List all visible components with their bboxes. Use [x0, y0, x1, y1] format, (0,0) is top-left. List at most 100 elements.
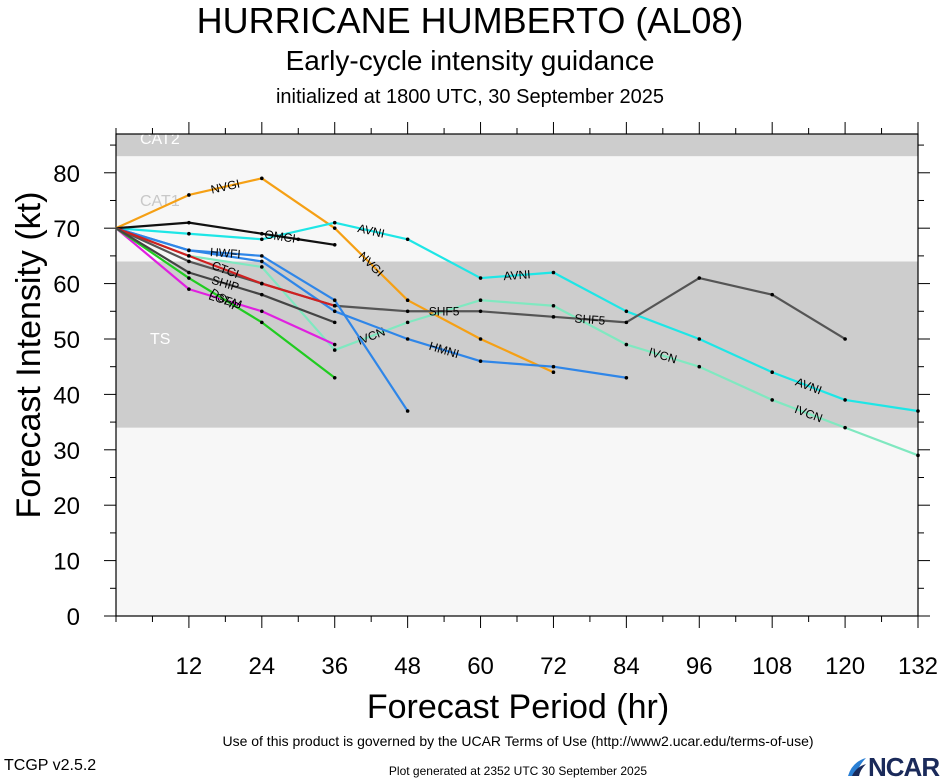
x-tick-label: 12: [176, 653, 203, 680]
data-point-lgem: [260, 309, 264, 314]
data-point-shf5: [770, 292, 774, 297]
series-line-dshp: [115, 227, 336, 379]
data-point-omci: [260, 231, 264, 236]
generated-time: Plot generated at 2352 UTC 30 September …: [388, 764, 648, 778]
data-point-hwfi: [332, 298, 337, 303]
data-point-ivcn: [405, 320, 410, 325]
band-label-ts: TS: [150, 331, 170, 348]
data-point-hmni: [260, 259, 264, 264]
data-point-avni: [187, 231, 191, 236]
y-tick-label: 10: [53, 549, 80, 576]
data-point-dshp: [187, 276, 191, 280]
data-point-ctci: [332, 303, 337, 308]
x-tick-label: 120: [825, 653, 865, 680]
x-tick-label: 72: [540, 653, 567, 680]
x-tick-label: 96: [686, 653, 713, 680]
data-point-ivcn: [697, 364, 702, 369]
x-tick-label: 24: [248, 653, 275, 680]
data-point-ivcn: [332, 348, 337, 352]
data-point-shf5: [551, 315, 556, 319]
data-point-nvgi: [260, 176, 264, 181]
series-label-omci: OMCI: [264, 227, 297, 246]
data-point-shf5: [478, 309, 483, 314]
data-point-lgem: [187, 287, 191, 291]
data-point-hmni: [624, 375, 629, 380]
data-point-shf5: [187, 259, 191, 264]
y-tick-label: 20: [53, 493, 80, 520]
series-line-ctci: [115, 227, 336, 307]
band-ts: [116, 261, 918, 428]
series-label-nvgi: NVGI: [210, 177, 242, 197]
y-tick-label: 60: [53, 272, 80, 299]
data-point-shf5: [843, 337, 847, 341]
data-point-avni: [770, 370, 774, 375]
x-tick-label: 132: [898, 653, 938, 680]
series-label-avni: AVNI: [503, 267, 531, 283]
x-axis-title: Forecast Period (hr): [367, 688, 669, 726]
band-cat2: [116, 134, 918, 157]
data-point-hmni: [405, 337, 410, 341]
initialized-time: initialized at 1800 UTC, 30 September 20…: [275, 86, 664, 108]
data-point-hwfi: [187, 248, 191, 253]
terms-of-use: Use of this product is governed by the U…: [222, 733, 814, 749]
series-line-avni: [115, 221, 919, 413]
data-point-hwfi: [405, 409, 410, 413]
data-point-shf5: [624, 320, 629, 325]
data-point-ctci: [260, 281, 264, 286]
x-tick-label: 108: [752, 653, 792, 680]
chart-subtitle: Early-cycle intensity guidance: [285, 45, 655, 76]
data-point-avni: [405, 237, 410, 242]
data-point-shf5: [697, 276, 702, 280]
x-tick-label: 48: [394, 653, 421, 680]
series-hwfi: HWFI: [115, 227, 410, 413]
y-tick-label: 0: [67, 604, 80, 631]
version-label: TCGP v2.5.2: [4, 757, 97, 774]
data-point-ivcn: [843, 425, 847, 430]
data-point-avni: [478, 276, 483, 280]
chart-title: HURRICANE HUMBERTO (AL08): [196, 0, 744, 41]
y-axis-title: Forecast Intensity (kt): [10, 192, 48, 519]
data-point-omci: [332, 243, 337, 247]
ncar-logo: NCAR: [846, 752, 940, 782]
data-point-hmni: [551, 364, 556, 369]
data-point-hmni: [478, 359, 483, 363]
series-label-hwfi: HWFI: [210, 245, 242, 261]
data-point-ivcn: [260, 265, 264, 269]
data-point-omci: [187, 220, 191, 225]
data-point-hwfi: [260, 254, 264, 258]
x-tick-label: 36: [321, 653, 348, 680]
data-point-lgem: [332, 342, 337, 347]
data-point-ivcn: [916, 453, 920, 458]
y-tick-label: 30: [53, 438, 80, 465]
data-point-ivcn: [478, 298, 483, 303]
series-label-shf5: SHF5: [429, 304, 460, 318]
data-point-nvgi: [478, 337, 483, 341]
series-omci: OMCI: [115, 220, 337, 247]
data-point-avni: [843, 398, 847, 402]
data-point-avni: [624, 309, 629, 314]
data-point-dshp: [260, 320, 264, 325]
series-shf5: SHF5 SHF5: [115, 227, 847, 341]
series-label-avni: AVNI: [356, 221, 386, 241]
y-tick-label: 70: [53, 216, 80, 243]
data-point-nvgi: [405, 298, 410, 303]
data-point-avni: [551, 270, 556, 275]
y-tick-label: 50: [53, 327, 80, 354]
series-label-shf5: SHF5: [574, 311, 606, 327]
series-line-ivcn: [115, 227, 919, 457]
data-point-shf5: [405, 309, 410, 314]
data-point-ivcn: [551, 303, 556, 308]
data-point-avni: [697, 337, 702, 341]
x-tick-label: 84: [613, 653, 640, 680]
y-tick-label: 80: [53, 161, 80, 188]
data-point-nvgi: [551, 370, 556, 375]
data-point-ship: [332, 320, 337, 325]
data-point-avni: [260, 237, 264, 242]
data-point-avni: [332, 220, 337, 225]
data-point-hmni: [332, 309, 337, 314]
data-point-avni: [916, 409, 920, 413]
data-point-dshp: [332, 375, 337, 380]
data-point-nvgi: [187, 193, 191, 197]
